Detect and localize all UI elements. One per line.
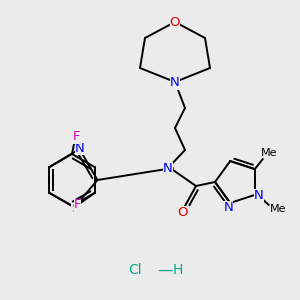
Text: F: F [72, 130, 80, 143]
Text: F: F [74, 199, 81, 212]
Text: O: O [178, 206, 188, 218]
Text: H: H [173, 263, 183, 277]
Text: N: N [75, 142, 84, 154]
Text: O: O [170, 16, 180, 28]
Text: Me: Me [260, 148, 277, 158]
Text: —: — [158, 262, 172, 278]
Text: Cl: Cl [128, 263, 142, 277]
Text: S: S [71, 202, 80, 215]
Text: N: N [170, 76, 180, 89]
Text: N: N [163, 161, 173, 175]
Text: Me: Me [269, 204, 286, 214]
Text: N: N [223, 201, 233, 214]
Text: N: N [254, 189, 264, 203]
